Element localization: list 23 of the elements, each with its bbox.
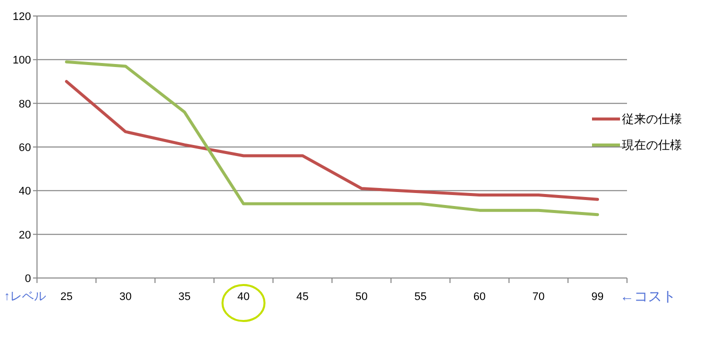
x-tick-label: 50 [355, 291, 368, 303]
x-tick-label: 55 [414, 291, 427, 303]
text: ↑レベル [4, 289, 46, 303]
y-tick-label: 40 [18, 186, 31, 198]
legend-label: 従来の仕様 [622, 112, 682, 126]
x-tick-label: 25 [60, 291, 73, 303]
legend-label: 現在の仕様 [622, 138, 682, 152]
x-tick-label: 35 [178, 291, 191, 303]
y-tick-label: 0 [24, 273, 31, 285]
x-tick-label: 45 [296, 291, 309, 303]
y-tick-label: 100 [12, 54, 31, 67]
y-tick-label: 80 [18, 98, 31, 110]
x-tick-label: 30 [119, 291, 132, 303]
y-tick-label: 20 [18, 229, 31, 242]
y-tick-label: 120 [12, 11, 31, 23]
x-tick-label: 99 [591, 291, 604, 303]
x-tick-label: 70 [532, 291, 545, 303]
y-tick-label: 60 [18, 142, 31, 154]
line-series [65, 80, 599, 201]
x-tick-label: 40 [237, 291, 250, 303]
text: ←コスト [620, 288, 676, 304]
line-series [65, 60, 599, 216]
x-tick-label: 60 [473, 291, 486, 303]
